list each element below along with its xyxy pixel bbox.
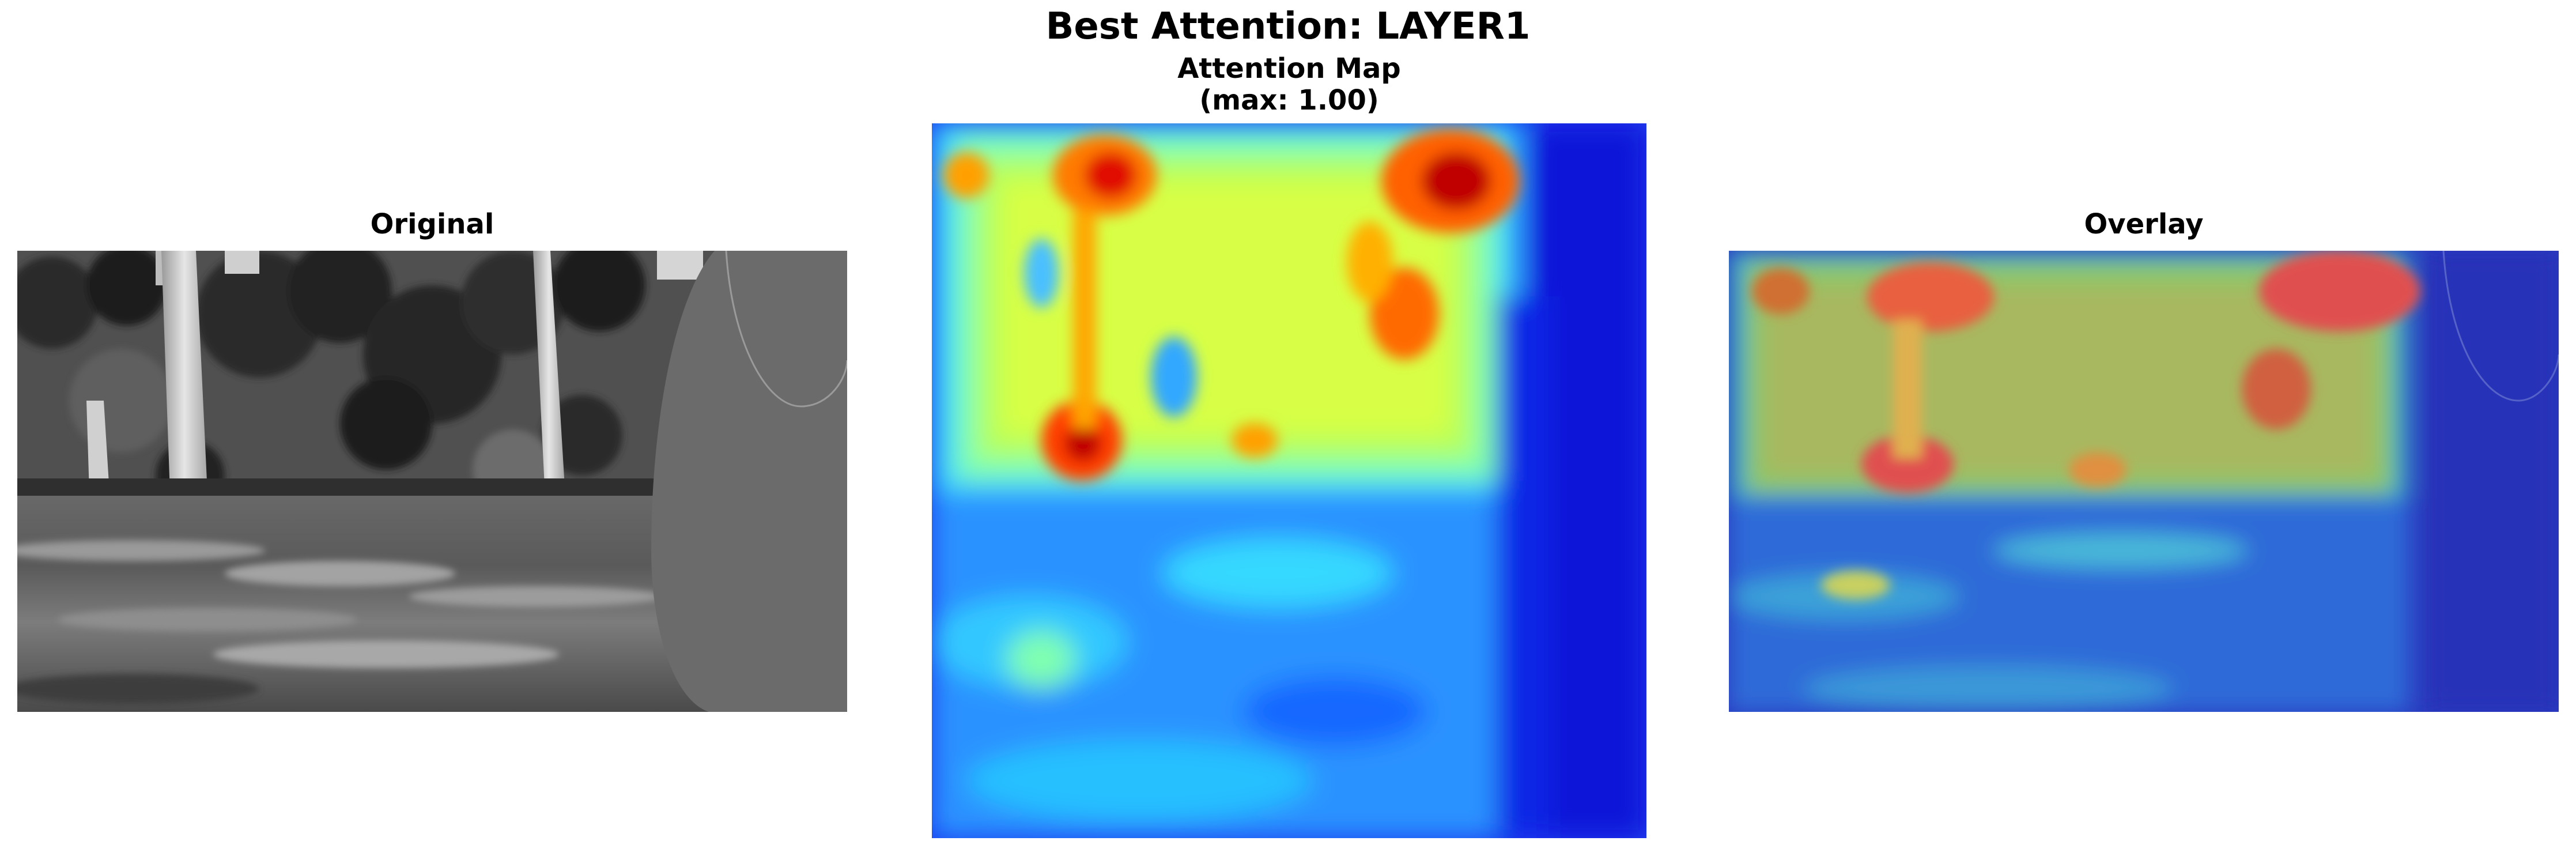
original-image	[17, 251, 847, 712]
original-panel-title: Original	[370, 208, 494, 240]
attention-heatmap	[932, 123, 1646, 838]
attention-title-line1: Attention Map	[1177, 52, 1401, 85]
overlay-panel-title: Overlay	[2084, 208, 2204, 240]
figure-title: Best Attention: LAYER1	[1045, 5, 1531, 48]
attention-panel-title: Attention Map (max: 1.00)	[932, 52, 1646, 117]
attention-title-line2: (max: 1.00)	[1199, 84, 1379, 117]
overlay-image	[1729, 251, 2559, 712]
